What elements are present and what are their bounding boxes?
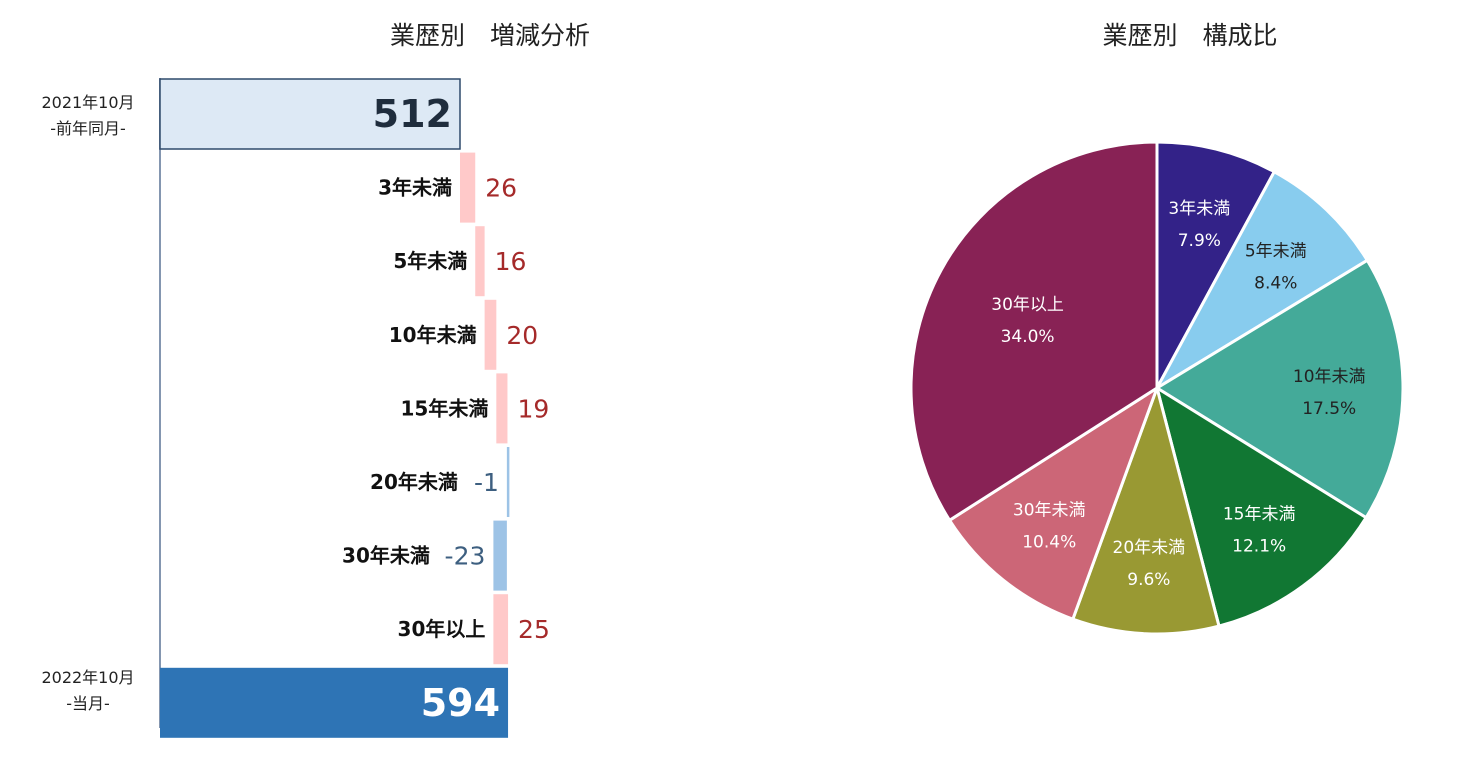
pie-slice-label-3: 10年未満 (1293, 367, 1366, 387)
bar-step-1 (460, 152, 476, 223)
bar-step-value-7: 25 (518, 615, 550, 644)
waterfall-title: 業歴別 増減分析 (390, 21, 590, 50)
pie-slice-label-7: 30年以上 (991, 295, 1064, 315)
pie-slice-3 (1154, 258, 1405, 520)
pie-slices (909, 140, 1405, 636)
bar-start-value: 512 (373, 92, 452, 136)
pie-slice-label-6: 30年未満 (1013, 500, 1086, 520)
pie-slice-label-5: 20年未満 (1113, 538, 1186, 558)
bar-step-category-2: 5年未満 (393, 249, 467, 273)
waterfall-bars (159, 78, 510, 738)
bar-end (160, 667, 509, 738)
bar-step-value-6: -23 (445, 542, 486, 571)
bar-step-category-5: 20年未満 (370, 470, 458, 494)
pie-slice-percent-2: 8.4% (1254, 273, 1297, 293)
start-period-sublabel: -前年同月- (50, 119, 126, 138)
bar-step-category-4: 15年未満 (400, 396, 488, 420)
bar-step-7 (493, 594, 509, 665)
pie-slice-percent-5: 9.6% (1127, 570, 1170, 590)
waterfall-labels: 512 26 3年未満 16 5年未満 20 10年未満 19 15年未満 -1 20年未満 -23 3… (342, 92, 550, 725)
pie-slice-7 (909, 140, 1159, 523)
bar-step-value-3: 20 (506, 321, 538, 350)
bar-step-value-4: 19 (517, 394, 549, 423)
bar-step-2 (475, 226, 485, 297)
pie-slice-4 (1154, 384, 1369, 628)
bar-start (159, 78, 461, 150)
bar-step-6 (493, 520, 507, 591)
pie-slice-percent-7: 34.0% (1001, 327, 1055, 347)
pie-chart: 業歴別 構成比 3年未満 7.9% 5年未満 8.4% 10年未満 17.5% 15年未満 1… (909, 21, 1405, 636)
pie-labels: 3年未満 7.9% 5年未満 8.4% 10年未満 17.5% 15年未満 12.1% 20年未… (991, 199, 1365, 590)
pie-slice-2 (1153, 169, 1370, 393)
bar-step-value-5: -1 (474, 468, 499, 497)
pie-slice-6 (947, 384, 1160, 622)
waterfall-chart: 業歴別 増減分析 2021年10月 -前年同月- 2022年10月 -当月- 5… (41, 21, 590, 738)
bar-step-3 (484, 299, 497, 370)
pie-slice-label-1: 3年未満 (1168, 199, 1230, 219)
bar-step-value-1: 26 (485, 174, 517, 203)
pie-slice-label-4: 15年未満 (1223, 505, 1296, 525)
bar-end-value: 594 (421, 681, 500, 725)
bar-step-category-1: 3年未満 (378, 176, 452, 200)
end-period-label: 2022年10月 (41, 668, 134, 687)
pie-slice-1 (1155, 140, 1277, 389)
pie-slice-percent-3: 17.5% (1302, 399, 1356, 419)
bar-step-4 (496, 373, 508, 444)
start-period-label: 2021年10月 (41, 93, 134, 112)
bar-step-value-2: 16 (495, 247, 527, 276)
pie-slice-5 (1070, 382, 1221, 636)
end-period-sublabel: -当月- (66, 694, 110, 713)
bar-step-5 (506, 447, 510, 517)
bar-step-category-7: 30年以上 (398, 617, 486, 641)
pie-slice-percent-6: 10.4% (1022, 532, 1076, 552)
bar-step-category-6: 30年未満 (342, 544, 430, 568)
pie-slice-percent-1: 7.9% (1178, 231, 1221, 251)
pie-slice-percent-4: 12.1% (1232, 537, 1286, 557)
pie-title: 業歴別 構成比 (1102, 21, 1277, 50)
bar-step-category-3: 10年未満 (389, 323, 477, 347)
pie-slice-label-2: 5年未満 (1245, 241, 1307, 261)
